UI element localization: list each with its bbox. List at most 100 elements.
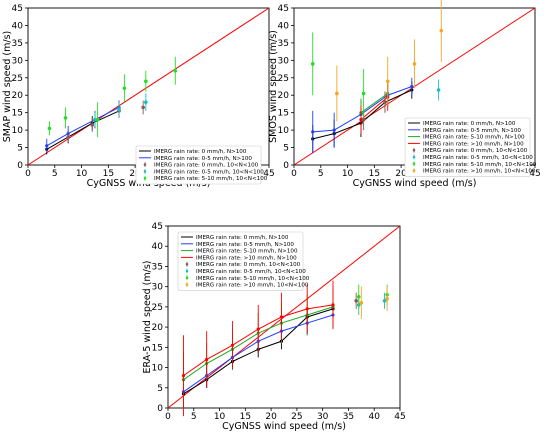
y-tick-label: 0 xyxy=(283,161,289,171)
legend-point-swatch xyxy=(143,163,147,166)
data-point xyxy=(382,299,387,303)
chart-panel-3: 0 5 10 15 20 25 30 35 40 45 0 5 10 15 20 25 30 35 40 45 CyGN… xyxy=(142,222,406,432)
x-tick-label: 10 xyxy=(342,169,354,179)
y-tick-label: 5 xyxy=(17,144,23,154)
y-tick-label: 40 xyxy=(152,242,164,252)
data-point xyxy=(359,301,364,305)
legend-point-swatch xyxy=(412,155,416,159)
y-tick-label: 30 xyxy=(12,56,24,66)
legend-box xyxy=(404,117,531,177)
legend-label: IMERG rain rate: 0-5 mm/h, 10<N<100 xyxy=(154,169,264,175)
x-tick-label: 25 xyxy=(291,412,302,422)
y-tick-label: 0 xyxy=(157,404,163,414)
legend-box xyxy=(177,231,304,291)
data-point xyxy=(305,307,309,311)
x-tick-label: 5 xyxy=(52,169,58,179)
legend-label: IMERG rain rate: 0 mm/h, 10<N<100 xyxy=(423,148,528,154)
data-point xyxy=(410,84,414,89)
legend-box xyxy=(135,145,262,185)
data-point xyxy=(359,118,363,122)
x-tick-label: 30 xyxy=(317,412,329,422)
y-tick-label: 20 xyxy=(152,323,164,333)
legend-label: IMERG rain rate: >10 mm/h, N>100 xyxy=(423,141,524,147)
data-point xyxy=(66,135,70,139)
data-point xyxy=(335,91,339,96)
legend-point-swatch xyxy=(185,283,189,286)
y-axis-label: SMAP wind speed (m/s) xyxy=(2,31,13,143)
y-axis-label: SMOS wind speed (m/s) xyxy=(268,30,279,143)
y-tick-label: 40 xyxy=(278,21,290,31)
data-point xyxy=(144,100,148,104)
y-tick-label: 45 xyxy=(12,4,23,14)
x-tick-label: 10 xyxy=(76,169,88,179)
y-tick-label: 10 xyxy=(152,364,164,374)
data-point xyxy=(141,105,145,110)
data-point xyxy=(144,79,148,84)
x-tick-label: 5 xyxy=(318,169,324,179)
y-tick-label: 5 xyxy=(283,144,289,154)
data-point xyxy=(436,88,441,92)
y-tick-label: 5 xyxy=(157,384,163,394)
x-tick-label: 45 xyxy=(263,169,274,179)
legend-point-swatch xyxy=(143,176,147,180)
data-point xyxy=(356,294,361,299)
legend: IMERG rain rate: 0 mm/h, N>100 IMERG rain… xyxy=(135,145,268,185)
y-tick-label: 30 xyxy=(152,283,164,293)
data-point xyxy=(93,117,97,122)
data-point xyxy=(63,116,68,120)
y-tick-label: 10 xyxy=(12,126,24,136)
y-tick-label: 20 xyxy=(12,91,24,101)
y-tick-label: 25 xyxy=(12,74,23,84)
x-tick-label: 0 xyxy=(165,412,171,422)
data-point xyxy=(332,128,336,132)
data-point xyxy=(256,327,260,331)
data-point xyxy=(279,315,284,319)
legend-point-swatch xyxy=(185,262,189,266)
data-point xyxy=(331,303,335,307)
series-line-blue xyxy=(46,106,120,147)
data-point xyxy=(311,130,315,134)
data-point xyxy=(205,357,209,362)
data-point xyxy=(173,69,178,73)
y-tick-label: 35 xyxy=(152,262,163,272)
data-point xyxy=(122,86,127,91)
x-tick-label: 15 xyxy=(240,412,251,422)
x-tick-label: 15 xyxy=(369,169,380,179)
x-tick-label: 0 xyxy=(25,169,31,179)
data-point xyxy=(385,79,390,84)
data-point xyxy=(383,100,387,104)
series-line-red xyxy=(360,96,389,121)
data-point xyxy=(361,117,366,122)
x-tick-label: 15 xyxy=(103,169,114,179)
x-tick-label: 10 xyxy=(214,412,226,422)
y-tick-label: 25 xyxy=(152,303,163,313)
data-point xyxy=(95,117,100,122)
x-tick-label: 45 xyxy=(394,412,405,422)
y-tick-label: 15 xyxy=(152,343,163,353)
legend-label: IMERG rain rate: 0-5 mm/h, N>100 xyxy=(423,128,521,134)
x-tick-label: 40 xyxy=(368,412,380,422)
x-tick-label: 5 xyxy=(191,412,197,422)
legend-point-swatch xyxy=(412,148,416,152)
y-tick-label: 45 xyxy=(152,222,163,232)
chart-panel-1: 051015202530354045051015202530354045CyGN… xyxy=(2,4,275,189)
y-tick-label: 10 xyxy=(278,126,290,136)
x-tick-label: 0 xyxy=(291,169,297,179)
legend-label: IMERG rain rate: 0 mm/h, N>100 xyxy=(154,149,247,155)
x-axis-label: CyGNSS wind speed (m/s) xyxy=(222,421,346,432)
legend-label: IMERG rain rate: 5-10 mm/h, 10<N<100 xyxy=(423,162,537,168)
y-axis-label: ERA-5 wind speed (m/s) xyxy=(142,260,153,373)
legend-label: IMERG rain rate: 5-10 mm/h, N>100 xyxy=(423,135,525,141)
legend-label: IMERG rain rate: >10 mm/h, 10<N<100 xyxy=(196,283,309,289)
x-tick-label: 20 xyxy=(129,169,141,179)
y-tick-label: 40 xyxy=(12,21,24,31)
legend-label: IMERG rain rate: 5-10 mm/h, 10<N<100 xyxy=(154,176,268,182)
legend-label: IMERG rain rate: 0-5 mm/h, 10<N<100 xyxy=(196,269,306,275)
y-tick-label: 15 xyxy=(278,109,289,119)
data-point xyxy=(385,297,389,301)
legend-point-swatch xyxy=(412,169,416,172)
x-axis-label: CyGNSS wind speed (m/s) xyxy=(353,178,477,189)
